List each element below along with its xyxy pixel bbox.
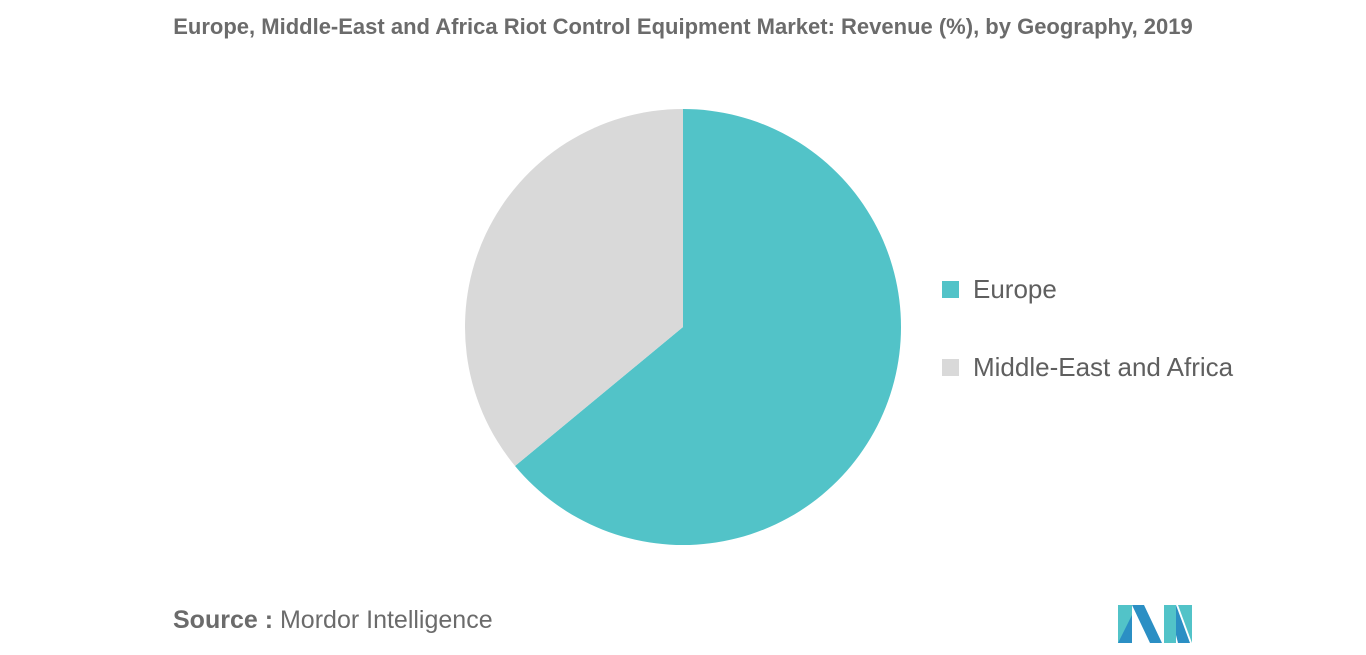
- source-label: Source :: [173, 606, 274, 634]
- legend-item-europe: Europe: [942, 274, 1057, 305]
- legend-item-mea: Middle-East and Africa: [942, 352, 1233, 383]
- source-note: Source : Mordor Intelligence: [173, 606, 493, 635]
- legend-label-mea: Middle-East and Africa: [973, 352, 1234, 382]
- legend-swatch-mea: [942, 359, 959, 376]
- legend-swatch-europe: [942, 281, 959, 298]
- source-text: Mordor Intelligence: [279, 606, 493, 634]
- legend-label-europe: Europe: [973, 274, 1057, 304]
- pie-slice-middle-east-and-africa: [465, 109, 683, 466]
- mordor-intelligence-logo-icon: [1118, 605, 1192, 643]
- chart-title: Europe, Middle-East and Africa Riot Cont…: [173, 14, 1193, 39]
- pie-slice-europe: [515, 109, 902, 545]
